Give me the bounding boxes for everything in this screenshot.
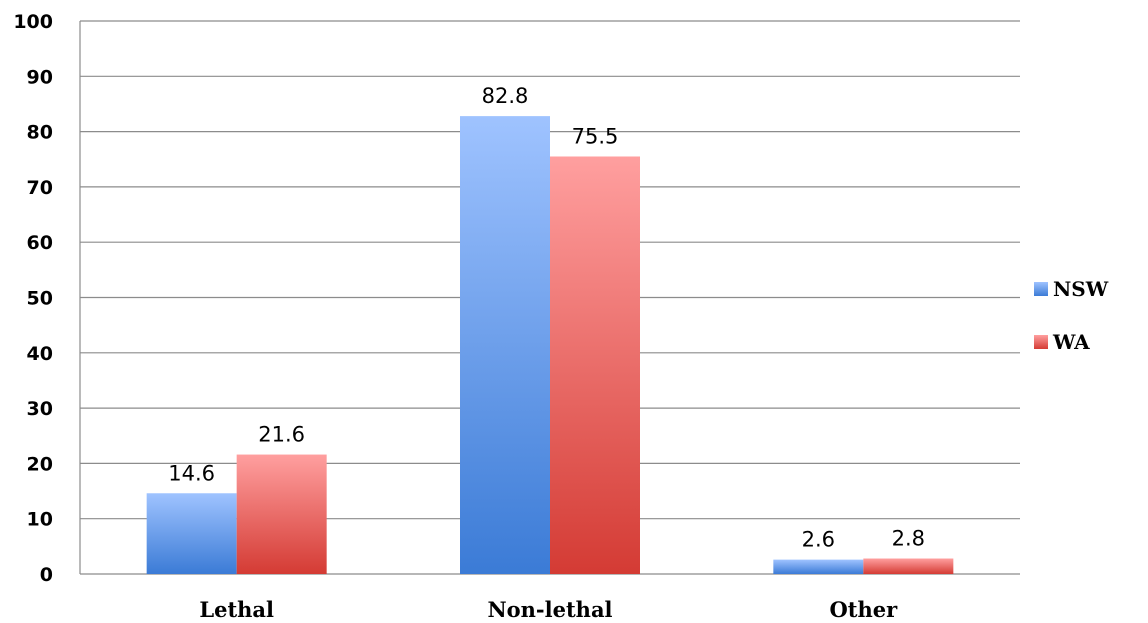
y-tick-label: 80	[27, 122, 53, 144]
y-tick-label: 50	[27, 288, 53, 310]
data-label: 75.5	[572, 124, 619, 148]
bar-wa-non-lethal	[550, 156, 640, 575]
y-tick-label: 30	[27, 398, 53, 420]
y-tick-label: 10	[27, 509, 53, 531]
category-label: Non-lethal	[487, 597, 612, 622]
bar-wa-lethal	[236, 454, 327, 574]
y-axis-tick-labels: 0 10 20 30 40 50 60 70 80 90 100	[13, 11, 53, 586]
y-tick-label: 60	[27, 232, 53, 254]
y-tick-label: 0	[40, 564, 53, 586]
legend-label-wa: WA	[1052, 330, 1090, 354]
data-label: 82.8	[482, 84, 529, 108]
legend-swatch-wa	[1034, 335, 1048, 349]
data-label: 2.6	[802, 528, 835, 552]
y-tick-label: 100	[13, 11, 53, 33]
y-tick-label: 90	[27, 66, 53, 88]
legend: NSW WA	[1034, 277, 1109, 354]
bar-nsw-other	[773, 559, 864, 574]
bars	[146, 116, 954, 575]
y-tick-label: 70	[27, 177, 53, 199]
category-label: Other	[829, 597, 898, 622]
legend-swatch-nsw	[1034, 282, 1048, 296]
y-tick-label: 20	[27, 453, 53, 475]
y-tick-label: 40	[27, 343, 53, 365]
legend-label-nsw: NSW	[1053, 277, 1109, 301]
bar-nsw-lethal	[146, 493, 237, 574]
bar-nsw-non-lethal	[460, 116, 550, 574]
bar-wa-other	[863, 558, 954, 574]
data-labels: 14.6 21.6 82.8 75.5 2.6 2.8	[168, 84, 925, 552]
x-axis-category-labels: Lethal Non-lethal Other	[199, 597, 898, 622]
data-label: 21.6	[258, 423, 305, 447]
data-label: 2.8	[892, 527, 925, 551]
data-label: 14.6	[168, 461, 215, 485]
category-label: Lethal	[199, 597, 274, 622]
